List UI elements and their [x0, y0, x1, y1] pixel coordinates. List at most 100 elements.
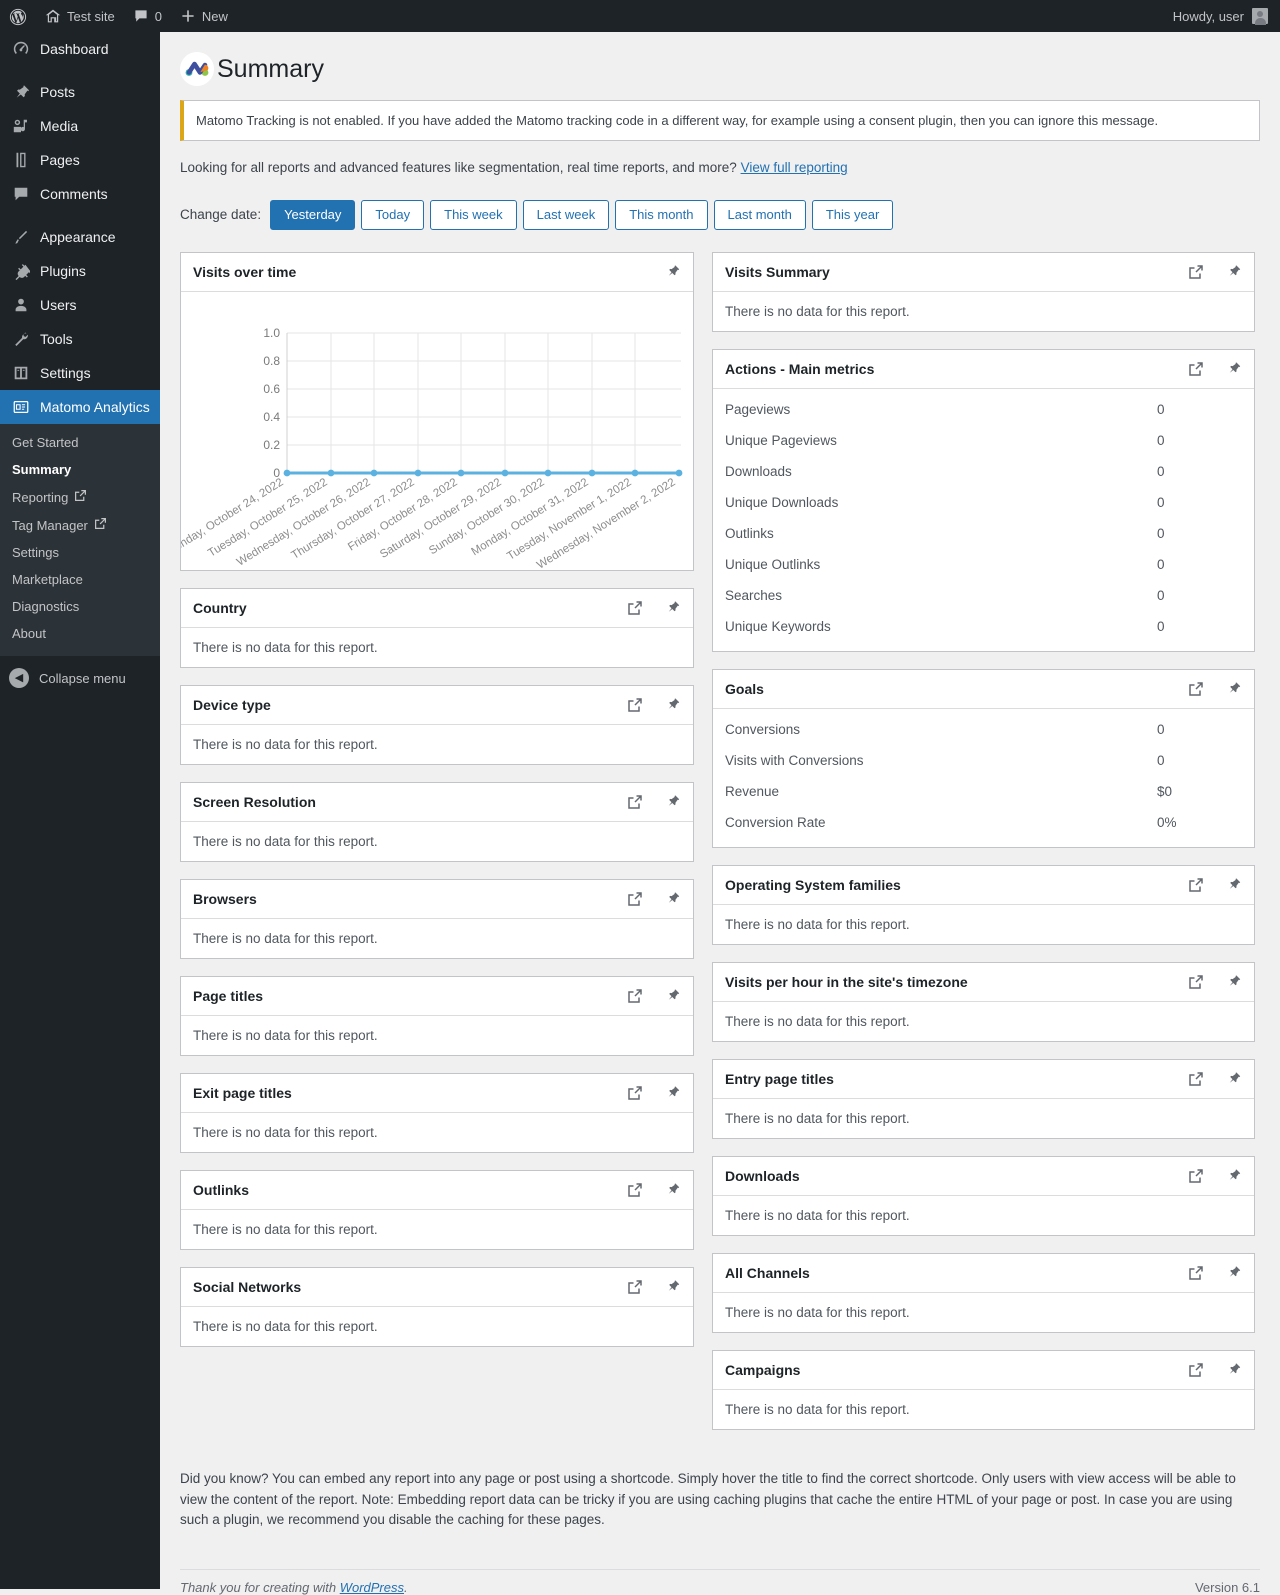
- sidebar-item-dashboard[interactable]: Dashboard: [0, 32, 160, 66]
- submenu-item-about[interactable]: About: [0, 620, 160, 647]
- pin-icon[interactable]: [1226, 1168, 1242, 1184]
- widget-visits-per-hour: Visits per hour in the site's timezone T…: [712, 961, 1255, 1042]
- pin-icon[interactable]: [665, 600, 681, 616]
- sidebar-item-settings[interactable]: Settings: [0, 356, 160, 390]
- external-link-icon[interactable]: [1188, 974, 1204, 990]
- widget-campaigns: Campaigns There is no data for this repo…: [712, 1349, 1255, 1430]
- date-button-yesterday[interactable]: Yesterday: [270, 200, 356, 230]
- widget-title: Goals: [725, 680, 764, 697]
- widget-actions: [627, 1182, 681, 1198]
- external-link-icon[interactable]: [1188, 1265, 1204, 1281]
- pin-icon[interactable]: [665, 794, 681, 810]
- metric-label: Conversion Rate: [725, 814, 826, 830]
- external-link-icon[interactable]: [627, 1085, 643, 1101]
- view-full-reporting-link[interactable]: View full reporting: [740, 160, 848, 175]
- wordpress-link[interactable]: WordPress: [339, 1580, 404, 1595]
- external-link-icon[interactable]: [1188, 361, 1204, 377]
- external-link-icon[interactable]: [627, 697, 643, 713]
- sidebar-item-media[interactable]: Media: [0, 109, 160, 143]
- tracking-notice: Matomo Tracking is not enabled. If you h…: [180, 100, 1260, 141]
- sidebar-item-pages[interactable]: Pages: [0, 143, 160, 177]
- site-name-button[interactable]: Test site: [36, 0, 124, 32]
- metric-label: Revenue: [725, 783, 780, 799]
- pin-icon[interactable]: [1226, 681, 1242, 697]
- submenu-item-tag-manager[interactable]: Tag Manager: [0, 511, 160, 539]
- submenu-item-summary[interactable]: Summary: [0, 456, 160, 483]
- account-menu[interactable]: Howdy, user: [1173, 8, 1280, 25]
- admin-bar: Test site 0 New Howdy, user: [0, 0, 1280, 32]
- sidebar-item-label: Media: [40, 118, 79, 134]
- date-button-this-year[interactable]: This year: [811, 200, 894, 230]
- new-content-button[interactable]: New: [171, 0, 237, 32]
- metric-value: 0%: [1157, 814, 1177, 830]
- widget-title: Visits per hour in the site's timezone: [725, 973, 968, 990]
- metric-label: Downloads: [725, 463, 792, 479]
- widget-empty-message: There is no data for this report.: [725, 1304, 910, 1320]
- widget-actions: [627, 891, 681, 907]
- dashboard-icon: [11, 39, 31, 59]
- sidebar-item-comments[interactable]: Comments: [0, 177, 160, 211]
- pin-icon[interactable]: [665, 1182, 681, 1198]
- comments-button[interactable]: 0: [124, 0, 171, 32]
- external-link-icon[interactable]: [1188, 877, 1204, 893]
- comments-count: 0: [154, 8, 162, 24]
- footer-thanks: Thank you for creating with WordPress.: [180, 1580, 408, 1595]
- metric-label: Visits with Conversions: [725, 752, 864, 768]
- pin-icon[interactable]: [1226, 974, 1242, 990]
- intro-line: Looking for all reports and advanced fea…: [180, 160, 1260, 175]
- external-link-icon[interactable]: [627, 600, 643, 616]
- date-button-last-week[interactable]: Last week: [522, 200, 610, 230]
- submenu-item-reporting[interactable]: Reporting: [0, 483, 160, 511]
- pin-icon[interactable]: [665, 1279, 681, 1295]
- external-link-icon[interactable]: [627, 1182, 643, 1198]
- media-icon: [11, 116, 31, 136]
- sidebar-item-matomo-analytics[interactable]: Matomo Analytics: [0, 390, 160, 424]
- admin-sidebar: Dashboard Posts Media Pages Comments App…: [0, 32, 160, 1589]
- submenu-item-diagnostics[interactable]: Diagnostics: [0, 593, 160, 620]
- widget-empty-message: There is no data for this report.: [193, 1318, 378, 1334]
- submenu-item-get-started[interactable]: Get Started: [0, 429, 160, 456]
- widget-actions: [1188, 1265, 1242, 1281]
- pin-icon[interactable]: [1226, 361, 1242, 377]
- pin-icon[interactable]: [665, 891, 681, 907]
- submenu-item-settings[interactable]: Settings: [0, 539, 160, 566]
- external-link-icon[interactable]: [1188, 681, 1204, 697]
- pin-icon[interactable]: [665, 1085, 681, 1101]
- widget-all-channels: All Channels There is no data for this r…: [712, 1252, 1255, 1333]
- external-link-icon[interactable]: [1188, 1362, 1204, 1378]
- collapse-menu-button[interactable]: ◀ Collapse menu: [0, 661, 160, 695]
- date-button-this-week[interactable]: This week: [430, 200, 517, 230]
- widget-empty-message: There is no data for this report.: [193, 639, 378, 655]
- wp-logo-button[interactable]: [0, 0, 36, 32]
- page-title: Summary: [217, 54, 324, 83]
- external-link-icon[interactable]: [627, 988, 643, 1004]
- metric-value: 0: [1157, 618, 1165, 634]
- pin-icon[interactable]: [1226, 1265, 1242, 1281]
- external-link-icon[interactable]: [1188, 264, 1204, 280]
- external-link-icon[interactable]: [627, 891, 643, 907]
- sidebar-item-appearance[interactable]: Appearance: [0, 220, 160, 254]
- widget-title: Visits over time: [193, 263, 297, 280]
- pin-icon[interactable]: [1226, 1362, 1242, 1378]
- pin-icon[interactable]: [1226, 877, 1242, 893]
- sidebar-item-plugins[interactable]: Plugins: [0, 254, 160, 288]
- pin-icon[interactable]: [1226, 1071, 1242, 1087]
- matomo-logo-icon: [180, 52, 214, 86]
- sidebar-item-users[interactable]: Users: [0, 288, 160, 322]
- pin-icon[interactable]: [665, 697, 681, 713]
- date-button-last-month[interactable]: Last month: [713, 200, 806, 230]
- date-button-today[interactable]: Today: [361, 200, 425, 230]
- svg-text:0.4: 0.4: [263, 410, 280, 424]
- pin-icon[interactable]: [665, 264, 681, 280]
- external-link-icon[interactable]: [627, 1279, 643, 1295]
- pin-icon[interactable]: [1226, 264, 1242, 280]
- submenu-item-marketplace[interactable]: Marketplace: [0, 566, 160, 593]
- sidebar-item-tools[interactable]: Tools: [0, 322, 160, 356]
- sidebar-item-posts[interactable]: Posts: [0, 75, 160, 109]
- external-link-icon[interactable]: [627, 794, 643, 810]
- pin-icon[interactable]: [665, 988, 681, 1004]
- external-link-icon[interactable]: [1188, 1071, 1204, 1087]
- metric-row: Downloads 0: [713, 456, 1254, 487]
- external-link-icon[interactable]: [1188, 1168, 1204, 1184]
- date-button-this-month[interactable]: This month: [615, 200, 708, 230]
